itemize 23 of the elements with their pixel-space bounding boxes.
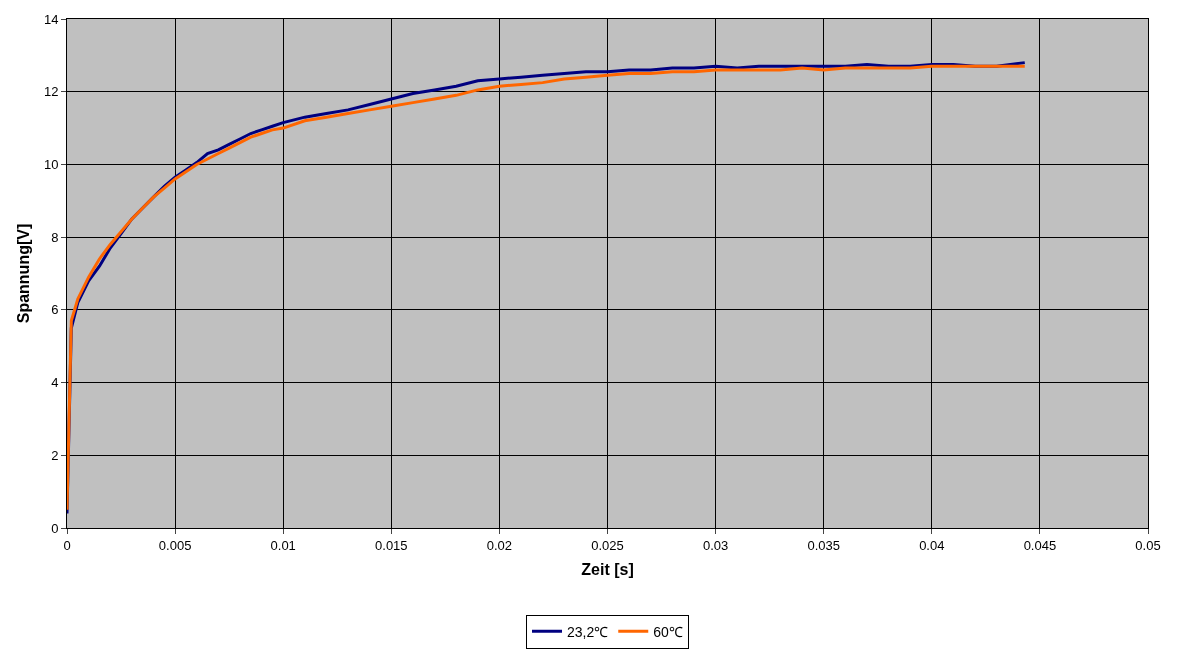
- y-tick-label: 8: [51, 229, 59, 245]
- y-tick-label: 2: [51, 447, 59, 463]
- x-tick-label: 0.035: [807, 537, 840, 553]
- legend-label: 60℃: [653, 623, 683, 640]
- x-tick-label: 0.025: [591, 537, 624, 553]
- x-tick-label: 0.01: [270, 537, 296, 553]
- x-tick-label: 0.045: [1023, 537, 1057, 553]
- x-tick-label: 0.03: [702, 537, 729, 553]
- y-tick-label: 4: [51, 375, 59, 391]
- x-tick-label: 0.02: [486, 537, 513, 553]
- y-tick-label: 6: [51, 302, 59, 318]
- y-tick-label: 10: [43, 156, 59, 172]
- x-tick-label: 0.005: [158, 537, 192, 553]
- x-tick-label: 0.015: [375, 537, 408, 553]
- x-tick-label: 0.05: [1135, 537, 1161, 553]
- y-tick-label: 0: [51, 520, 59, 536]
- x-tick-label: 0: [63, 537, 71, 553]
- y-tick-label: 12: [43, 84, 59, 100]
- y-axis-title: Spannung[V]: [14, 223, 32, 324]
- legend-label: 23,2℃: [567, 623, 609, 640]
- y-tick-label: 14: [43, 11, 59, 27]
- x-axis-title: Zeit [s]: [581, 561, 634, 579]
- x-tick-label: 0.04: [919, 537, 945, 553]
